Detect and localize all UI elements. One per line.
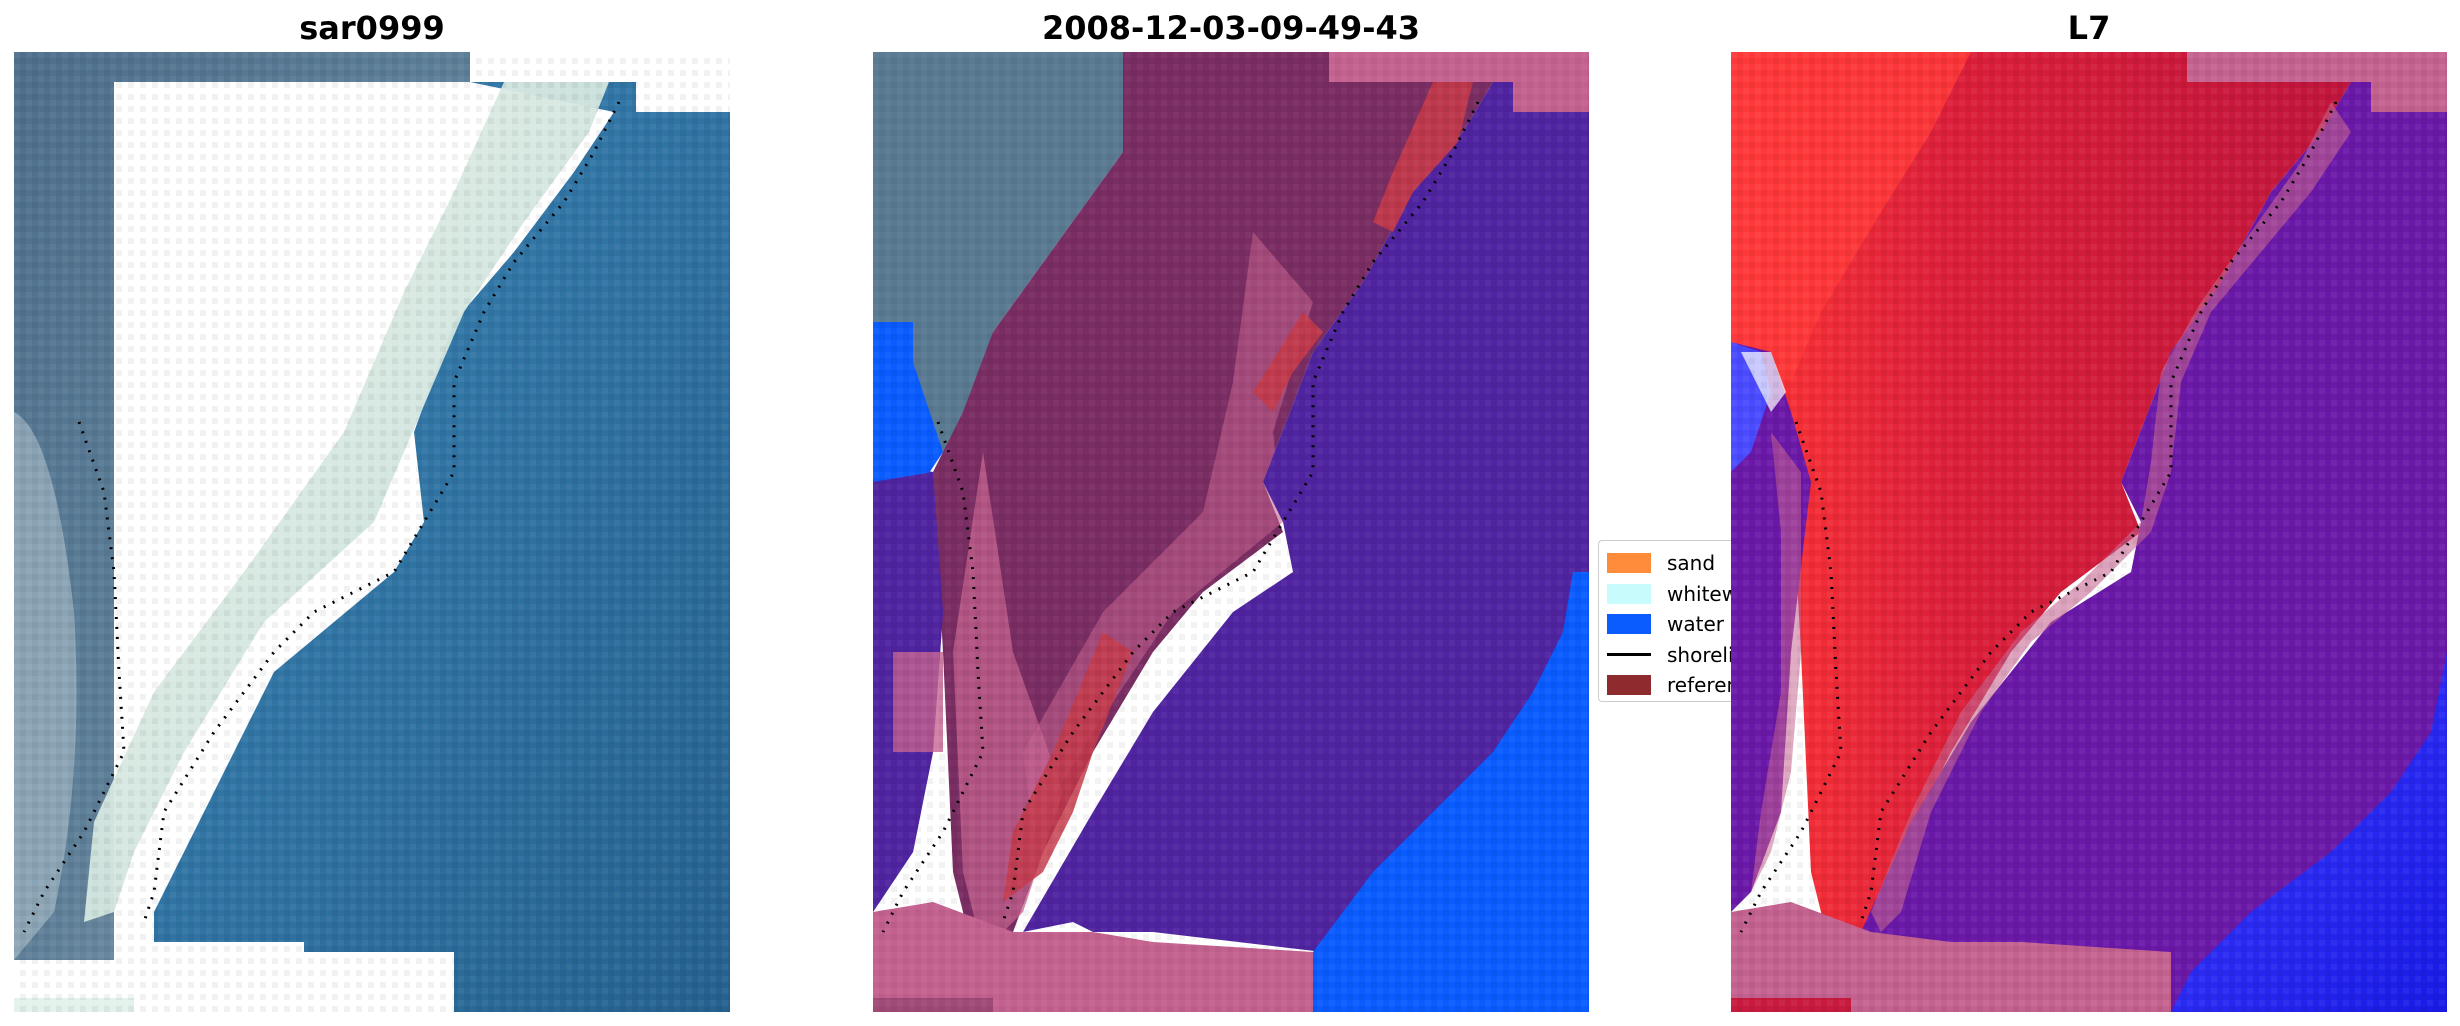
rgb-image-panel	[14, 52, 730, 1012]
legend-item-reference: reference	[1607, 670, 1731, 701]
water-swatch	[1607, 614, 1651, 635]
shoreline-swatch	[1607, 653, 1651, 657]
legend-label-shoreline: shoreline	[1667, 642, 1731, 667]
legend-item-sand: sand	[1607, 548, 1731, 579]
panel-title-index: L7	[2067, 9, 2111, 47]
panel-title-classification: 2008-12-03-09-49-43	[1041, 9, 1421, 47]
whitewater-swatch	[1607, 583, 1651, 604]
legend-item-water: water	[1607, 609, 1731, 640]
shoreline-main	[1001, 101, 1480, 923]
legend-item-shoreline: shoreline	[1607, 640, 1731, 671]
classification-panel	[873, 52, 1589, 1012]
index-image	[1731, 52, 2447, 1012]
legend-label-water: water	[1667, 612, 1724, 637]
sand-swatch	[1607, 553, 1651, 574]
rgb-image	[14, 52, 730, 1012]
shoreline-inner	[22, 421, 126, 933]
shoreline-inner	[881, 421, 985, 933]
legend-label-reference: reference	[1667, 673, 1731, 698]
classification-image	[873, 52, 1589, 1012]
shoreline-inner	[1739, 421, 1843, 933]
reference-swatch	[1607, 675, 1651, 696]
shoreline-main	[142, 101, 621, 923]
legend-label-sand: sand	[1667, 551, 1716, 576]
index-panel	[1731, 52, 2447, 1012]
panel-title-rgb: sar0999	[299, 9, 445, 47]
shoreline-main	[1859, 101, 2338, 923]
